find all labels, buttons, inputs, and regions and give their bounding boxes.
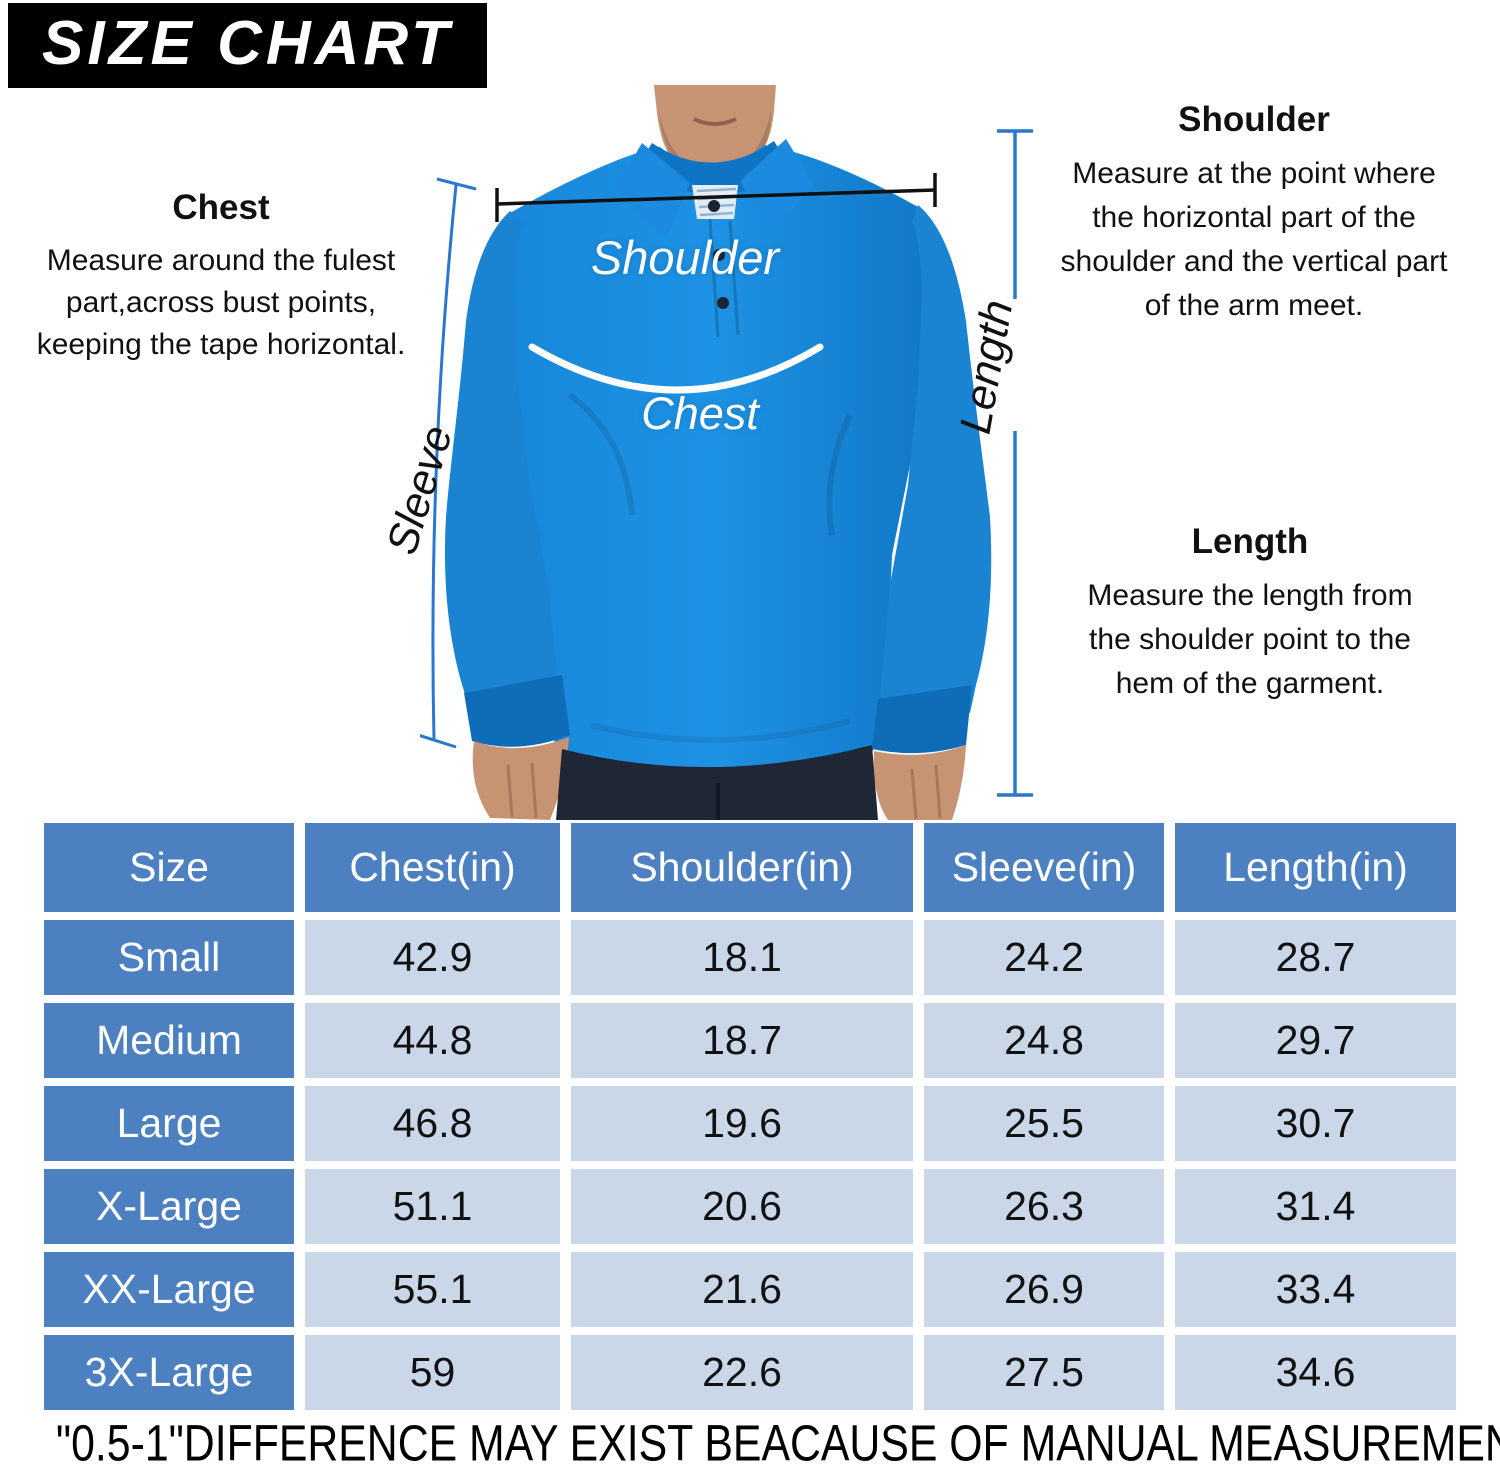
- length-annotation-heading: Length: [1191, 522, 1309, 561]
- model-mouth: [693, 117, 737, 126]
- column-header: Sleeve(in): [924, 823, 1164, 912]
- column-header: Chest(in): [305, 823, 560, 912]
- measurement-cell: 55.1: [305, 1252, 560, 1327]
- row-size-label: Small: [44, 920, 294, 995]
- row-size-label: X-Large: [44, 1169, 294, 1244]
- shirt-crease: [568, 392, 635, 516]
- measurement-cell: 29.7: [1175, 1003, 1456, 1078]
- table-row: Medium 44.8 18.7 24.8 29.7: [44, 1003, 1456, 1078]
- column-header: Length(in): [1175, 823, 1456, 912]
- row-size-label: Medium: [44, 1003, 294, 1078]
- size-table-header-row: Size Chest(in) Shoulder(in) Sleeve(in) Lengt…: [44, 823, 1456, 912]
- size-table: Size Chest(in) Shoulder(in) Sleeve(in) Lengt…: [33, 815, 1467, 1418]
- shoulder-shirt-label: Shoulder: [590, 231, 780, 284]
- column-header: Size: [44, 823, 294, 912]
- measurement-cell: 27.5: [924, 1335, 1164, 1410]
- left-sleeve: [444, 211, 560, 719]
- measurement-cell: 18.1: [571, 920, 913, 995]
- shoulder-annotation: Shoulder Measure at the point where the …: [1015, 100, 1493, 328]
- shoulder-annotation-heading: Shoulder: [1178, 100, 1330, 139]
- size-table-body: Small 42.9 18.1 24.2 28.7 Medium 44.8 18.7 24.8 2…: [44, 920, 1456, 1410]
- table-row: X-Large 51.1 20.6 26.3 31.4: [44, 1169, 1456, 1244]
- length-annotation: Length Measure the length from the shoul…: [1030, 522, 1470, 706]
- chest-measure-line: [528, 343, 824, 394]
- button: [708, 200, 720, 212]
- measurement-cell: 24.2: [924, 920, 1164, 995]
- table-row: Large 46.8 19.6 25.5 30.7: [44, 1086, 1456, 1161]
- chest-annotation-body: Measure around the fulest part,across bu…: [36, 244, 406, 361]
- measurement-cell: 44.8: [305, 1003, 560, 1078]
- right-sleeve: [880, 205, 992, 713]
- row-size-label: Large: [44, 1086, 294, 1161]
- measurement-cell: 20.6: [571, 1169, 913, 1244]
- measurement-cell: 28.7: [1175, 920, 1456, 995]
- table-row: 3X-Large 59 22.6 27.5 34.6: [44, 1335, 1456, 1410]
- measurement-cell: 26.3: [924, 1169, 1164, 1244]
- left-cuff: [464, 675, 570, 747]
- shirt-hem-shadow: [589, 718, 851, 744]
- measurement-cell: 59: [305, 1335, 560, 1410]
- table-row: XX-Large 55.1 21.6 26.9 33.4: [44, 1252, 1456, 1327]
- shoulder-annotation-body: Measure at the point where the horizonta…: [1060, 157, 1448, 322]
- pants: [556, 745, 878, 820]
- chest-annotation: Chest Measure around the fulest part,acr…: [5, 188, 437, 366]
- row-size-label: XX-Large: [44, 1252, 294, 1327]
- measurement-cell: 26.9: [924, 1252, 1164, 1327]
- collar-right: [740, 139, 814, 237]
- left-hand-fingers: [506, 762, 538, 819]
- measurement-cell: 42.9: [305, 920, 560, 995]
- table-row: Small 42.9 18.1 24.2 28.7: [44, 920, 1456, 995]
- column-header: Shoulder(in): [571, 823, 913, 912]
- length-measure-line: [997, 129, 1033, 797]
- right-cuff: [872, 685, 972, 754]
- measurement-cell: 46.8: [305, 1086, 560, 1161]
- left-hand: [472, 737, 569, 820]
- page-title: SIZE CHART: [42, 9, 453, 78]
- measurement-cell: 19.6: [571, 1086, 913, 1161]
- collar-left: [614, 143, 690, 239]
- footnote-text: "0.5-1"DIFFERENCE MAY EXIST BEACAUSE OF …: [55, 1414, 1500, 1472]
- placket-seam: [708, 218, 740, 338]
- measurement-cell: 33.4: [1175, 1252, 1456, 1327]
- measurement-cell: 51.1: [305, 1169, 560, 1244]
- sleeve-measure-line: [420, 177, 477, 749]
- row-size-label: 3X-Large: [44, 1335, 294, 1410]
- right-hand: [873, 745, 966, 820]
- measurement-cell: 25.5: [924, 1086, 1164, 1161]
- chest-shirt-label: Chest: [641, 388, 759, 439]
- measurement-cell: 30.7: [1175, 1086, 1456, 1161]
- button: [717, 297, 729, 309]
- footnote: "0.5-1"DIFFERENCE MAY EXIST BEACAUSE OF …: [0, 1414, 1500, 1472]
- model-figure: [420, 85, 1033, 820]
- shirt-body: [496, 145, 936, 771]
- measurement-cell: 31.4: [1175, 1169, 1456, 1244]
- length-annotation-body: Measure the length from the shoulder poi…: [1087, 579, 1413, 700]
- title-banner: SIZE CHART: [8, 3, 487, 88]
- measurement-cell: 24.8: [924, 1003, 1164, 1078]
- shoulder-measure-line: [495, 173, 937, 222]
- measurement-cell: 21.6: [571, 1252, 913, 1327]
- shirt-crease: [826, 413, 853, 536]
- measurement-cell: 34.6: [1175, 1335, 1456, 1410]
- measurement-cell: 18.7: [571, 1003, 913, 1078]
- measurement-cell: 22.6: [571, 1335, 913, 1410]
- button: [713, 249, 725, 261]
- chest-annotation-heading: Chest: [172, 188, 270, 227]
- right-hand-fingers: [910, 764, 942, 820]
